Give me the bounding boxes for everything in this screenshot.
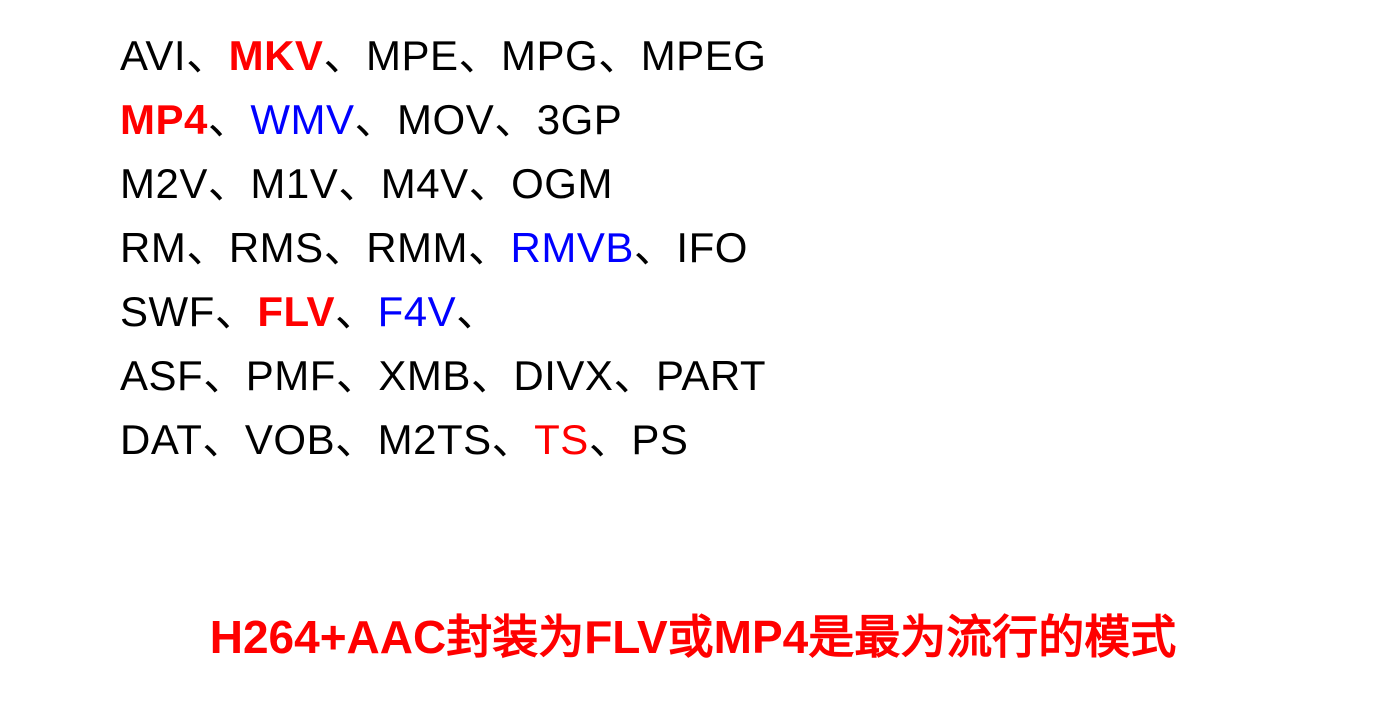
- format-token: MPE: [366, 32, 459, 79]
- separator: 、: [208, 96, 251, 143]
- format-token: MOV: [397, 96, 494, 143]
- format-token: 3GP: [537, 96, 623, 143]
- format-token: VOB: [245, 416, 335, 463]
- separator: 、: [215, 288, 258, 335]
- format-token: FLV: [257, 288, 335, 335]
- format-token: AVI: [120, 32, 186, 79]
- format-token: OGM: [511, 160, 613, 207]
- separator: 、: [613, 352, 656, 399]
- format-token: MKV: [229, 32, 324, 79]
- format-token: PART: [656, 352, 766, 399]
- separator: 、: [634, 224, 677, 271]
- separator: 、: [458, 32, 501, 79]
- separator: 、: [598, 32, 641, 79]
- separator: 、: [355, 96, 398, 143]
- separator: 、: [338, 160, 381, 207]
- separator: 、: [323, 32, 366, 79]
- separator: 、: [335, 288, 378, 335]
- separator: 、: [208, 160, 251, 207]
- separator: 、: [336, 352, 379, 399]
- format-token: PS: [631, 416, 688, 463]
- format-token: DAT: [120, 416, 202, 463]
- format-line: M2V、M1V、M4V、OGM: [120, 152, 1386, 216]
- format-token: RMM: [366, 224, 468, 271]
- format-token: RM: [120, 224, 186, 271]
- separator: 、: [469, 160, 512, 207]
- format-list: AVI、MKV、MPE、MPG、MPEGMP4、WMV、MOV、3GPM2V、M…: [120, 24, 1386, 472]
- separator: 、: [468, 224, 511, 271]
- format-token: SWF: [120, 288, 215, 335]
- format-line: MP4、WMV、MOV、3GP: [120, 88, 1386, 152]
- format-line: DAT、VOB、M2TS、TS、PS: [120, 408, 1386, 472]
- format-token: WMV: [250, 96, 354, 143]
- format-token: M1V: [250, 160, 338, 207]
- footer-statement: H264+AAC封装为FLV或MP4是最为流行的模式: [0, 601, 1386, 667]
- format-token: RMVB: [511, 224, 634, 271]
- separator: 、: [456, 288, 499, 335]
- format-token: M4V: [381, 160, 469, 207]
- format-token: IFO: [676, 224, 748, 271]
- separator: 、: [186, 32, 229, 79]
- separator: 、: [203, 352, 246, 399]
- format-line: RM、RMS、RMM、RMVB、IFO: [120, 216, 1386, 280]
- format-token: XMB: [378, 352, 471, 399]
- separator: 、: [324, 224, 367, 271]
- format-token: PMF: [246, 352, 336, 399]
- separator: 、: [492, 416, 535, 463]
- separator: 、: [202, 416, 245, 463]
- separator: 、: [471, 352, 514, 399]
- format-token: MPG: [501, 32, 598, 79]
- format-line: ASF、PMF、XMB、DIVX、PART: [120, 344, 1386, 408]
- separator: 、: [186, 224, 229, 271]
- separator: 、: [494, 96, 537, 143]
- separator: 、: [589, 416, 632, 463]
- separator: 、: [335, 416, 378, 463]
- format-token: M2V: [120, 160, 208, 207]
- format-token: ASF: [120, 352, 203, 399]
- page-root: AVI、MKV、MPE、MPG、MPEGMP4、WMV、MOV、3GPM2V、M…: [0, 0, 1386, 717]
- format-token: TS: [534, 416, 589, 463]
- format-token: DIVX: [513, 352, 613, 399]
- format-line: AVI、MKV、MPE、MPG、MPEG: [120, 24, 1386, 88]
- format-token: RMS: [229, 224, 324, 271]
- format-token: MP4: [120, 96, 208, 143]
- format-token: M2TS: [378, 416, 492, 463]
- format-line: SWF、FLV、F4V、: [120, 280, 1386, 344]
- format-token: MPEG: [641, 32, 767, 79]
- format-token: F4V: [378, 288, 457, 335]
